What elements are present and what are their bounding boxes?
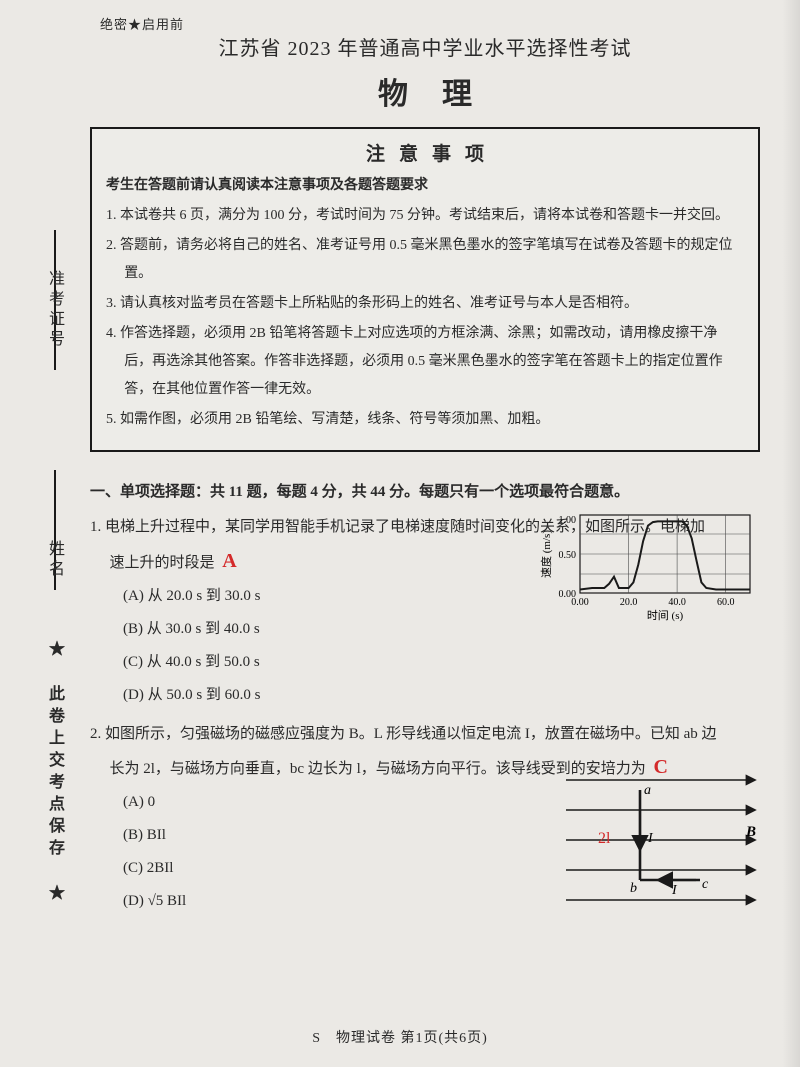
svg-text:60.0: 60.0 xyxy=(717,597,735,608)
rail-keep-notice: ★ 此卷上交考点保存 ★ xyxy=(42,640,66,906)
q2-handwritten-2l: 2l xyxy=(598,824,610,854)
svg-text:速度 (m/s): 速度 (m/s) xyxy=(540,530,553,578)
notice-title: 注意事项 xyxy=(106,139,744,166)
exam-page: { "seal": "绝密★启用前", "title_main": "江苏省 2… xyxy=(0,0,800,1067)
svg-text:0.50: 0.50 xyxy=(559,550,577,561)
svg-text:b: b xyxy=(630,881,637,896)
rail-label-name: 姓名 xyxy=(42,540,66,580)
subject-title: 物理 xyxy=(90,69,760,113)
q1-option-d: (D) 从 50.0 s 到 60.0 s xyxy=(123,679,760,712)
q1-velocity-chart: 0.00 0.50 1.00 0.00 20.0 40.0 60.0 时间 (s… xyxy=(540,509,760,629)
svg-text:0.00: 0.00 xyxy=(571,597,589,608)
rail-label-admission-no: 准考证号 xyxy=(42,270,66,350)
notice-item: 5. 如需作图，必须用 2B 铅笔绘、写清楚，线条、符号等须加黑、加粗。 xyxy=(106,406,744,434)
binding-rail: 准考证号 姓名 ★ 此卷上交考点保存 ★ xyxy=(36,0,76,1067)
exam-title: 江苏省 2023 年普通高中学业水平选择性考试 xyxy=(90,32,760,61)
svg-text:I: I xyxy=(647,831,654,846)
svg-text:时间 (s): 时间 (s) xyxy=(647,609,684,622)
section-1-heading: 一、单项选择题：共 11 题，每题 4 分，共 44 分。每题只有一个选项最符合… xyxy=(90,480,760,501)
question-1: 1. 电梯上升过程中，某同学用智能手机记录了电梯速度随时间变化的关系，如图所示。… xyxy=(90,513,760,712)
svg-text:c: c xyxy=(702,877,709,892)
svg-text:B: B xyxy=(745,824,756,840)
svg-text:I: I xyxy=(671,883,678,898)
svg-text:1.00: 1.00 xyxy=(559,515,577,526)
q2-circuit-figure: a b c I I B 2l xyxy=(560,760,760,910)
notice-item: 4. 作答选择题，必须用 2B 铅笔将答题卡上对应选项的方框涂满、涂黑；如需改动… xyxy=(106,320,744,404)
notice-item: 1. 本试卷共 6 页，满分为 100 分，考试时间为 75 分钟。考试结束后，… xyxy=(106,202,744,230)
svg-text:40.0: 40.0 xyxy=(668,597,686,608)
page-edge-shadow xyxy=(782,0,800,1067)
q1-stem-text: 速上升的时段是 xyxy=(110,555,215,571)
confidential-seal: 绝密★启用前 xyxy=(100,14,184,33)
q2-svg: a b c I I B xyxy=(560,760,760,910)
question-2: 2. 如图所示，匀强磁场的磁感应强度为 B。L 形导线通以恒定电流 I，放置在磁… xyxy=(90,720,760,919)
q2-stem-line1: 2. 如图所示，匀强磁场的磁感应强度为 B。L 形导线通以恒定电流 I，放置在磁… xyxy=(90,720,760,749)
q1-handwritten-answer: A xyxy=(218,550,236,572)
svg-text:20.0: 20.0 xyxy=(620,597,638,608)
notice-lead: 考生在答题前请认真阅读本注意事项及各题答题要求 xyxy=(106,174,744,194)
notice-item: 3. 请认真核对监考员在答题卡上所粘贴的条形码上的姓名、准考证号与本人是否相符。 xyxy=(106,290,744,318)
page-footer: S 物理试卷 第1页(共6页) xyxy=(0,1027,800,1047)
svg-text:a: a xyxy=(644,783,651,798)
chart-svg: 0.00 0.50 1.00 0.00 20.0 40.0 60.0 时间 (s… xyxy=(540,509,760,629)
q1-option-c: (C) 从 40.0 s 到 50.0 s xyxy=(123,646,760,679)
notice-box: 注意事项 考生在答题前请认真阅读本注意事项及各题答题要求 1. 本试卷共 6 页… xyxy=(90,127,760,452)
notice-item: 2. 答题前，请务必将自己的姓名、准考证号用 0.5 毫米黑色墨水的签字笔填写在… xyxy=(106,232,744,288)
